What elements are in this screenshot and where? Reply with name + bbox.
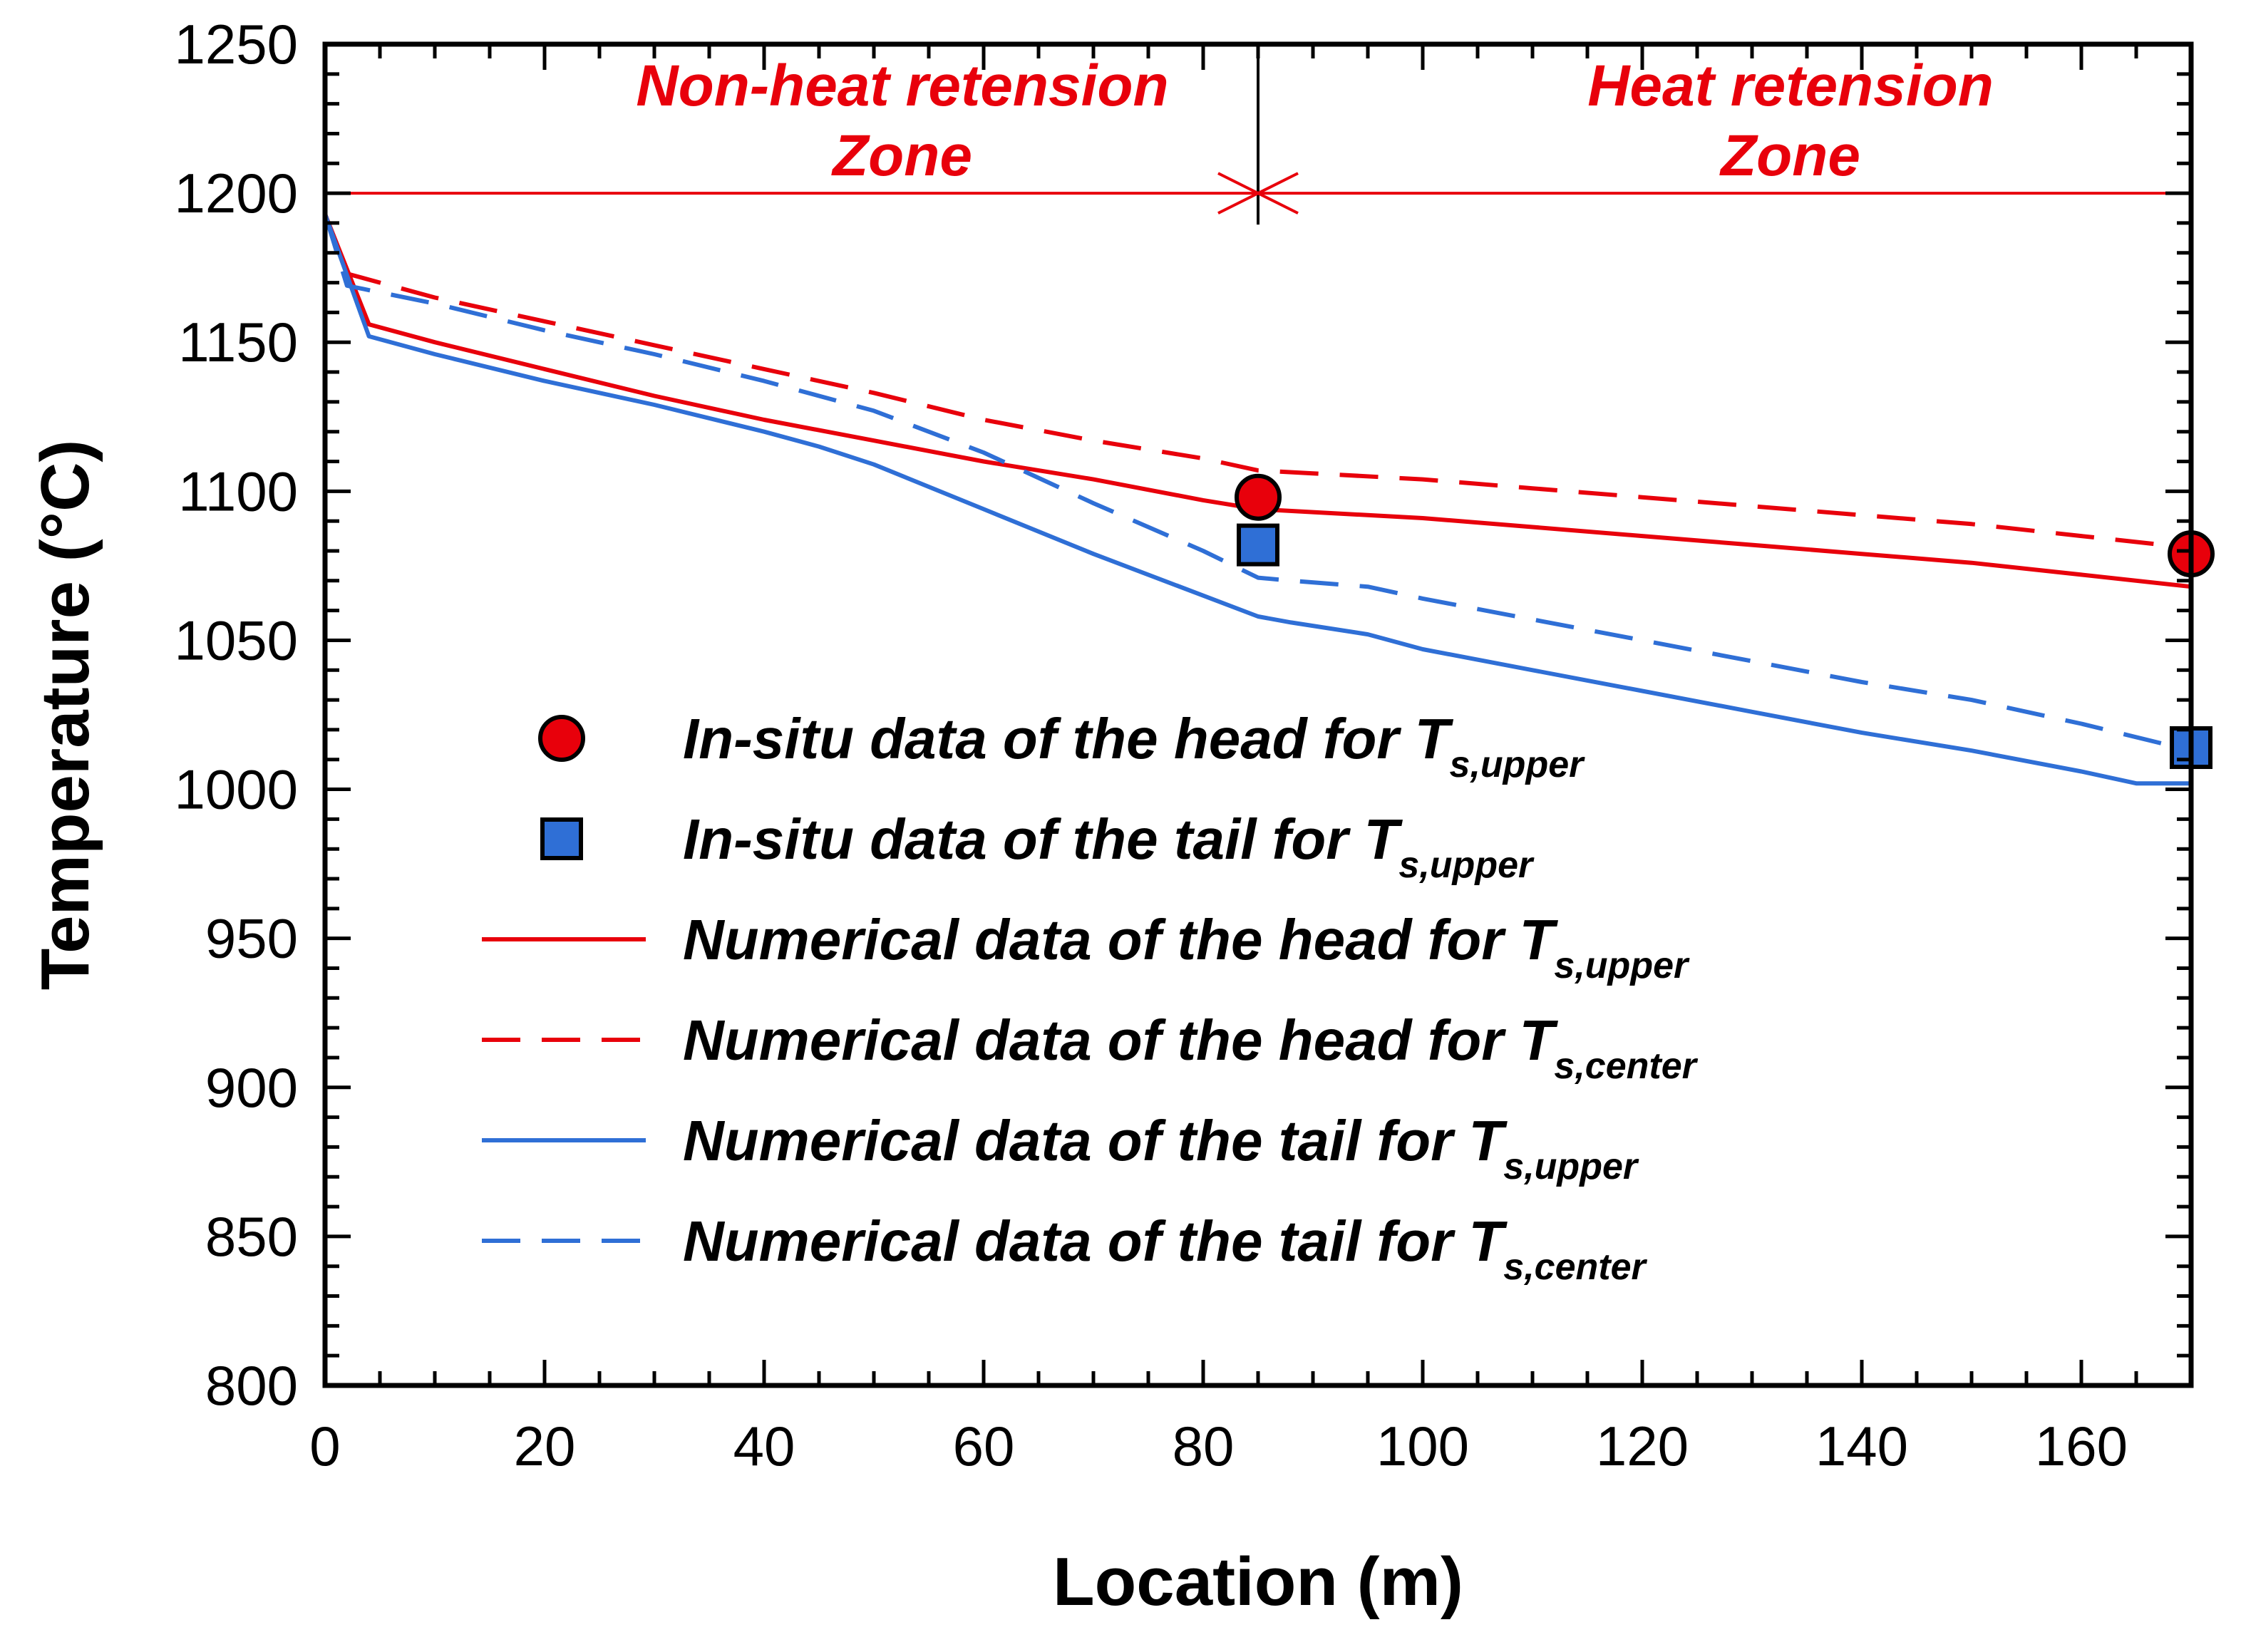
y-tick-label: 1250 [174,13,298,76]
legend-label: Numerical data of the head for Ts,center [683,1008,1699,1087]
legend-label: Numerical data of the tail for Ts,center [683,1209,1648,1288]
zone-label-line1: Non-heat retension [636,53,1168,118]
legend-label-subscript: s,upper [1503,1146,1639,1187]
x-tick-label: 60 [953,1415,1015,1477]
y-axis-title: Temperature (°C) [27,440,103,991]
y-tick-label: 1050 [174,609,298,671]
legend-label: Numerical data of the head for Ts,upper [683,908,1690,986]
y-tick-label: 1100 [178,460,298,522]
zone-label-line2: Zone [831,123,972,188]
axis-ticks [323,42,2193,1388]
axis-tick-labels: 0 20 40 60 80 100 120 140 160 800 850 900 950 1000 105… [174,13,2128,1477]
zone-label-line2: Zone [1719,123,1860,188]
legend-label-main: In-situ data of the tail for T [683,807,1403,871]
series-line [323,213,2191,786]
legend-label-main: Numerical data of the head for T [683,908,1559,971]
legend-label-main: In-situ data of the head for T [683,707,1454,770]
legend-label-main: Numerical data of the tail for T [683,1209,1508,1273]
legend-label-main: Numerical data of the head for T [683,1008,1559,1072]
y-tick-label: 1200 [174,162,298,224]
legend-label: Numerical data of the tail for Ts,upper [683,1109,1639,1187]
legend: In-situ data of the head for Ts,upperIn-… [482,707,1699,1288]
series-line [323,213,2192,753]
legend-symbol-circle [538,715,585,762]
legend-label-subscript: s,upper [1450,744,1586,785]
series-line [323,213,2192,589]
data-point-circle [1235,473,1282,521]
legend-label-subscript: s,upper [1398,845,1535,886]
x-tick-label: 100 [1376,1415,1469,1477]
y-tick-label: 850 [205,1205,298,1268]
x-tick-label: 140 [1815,1415,1908,1477]
y-tick-label: 900 [205,1056,298,1119]
x-tick-label: 80 [1173,1415,1235,1477]
y-tick-label: 800 [205,1354,298,1417]
zone-arrowhead-right [1255,172,1299,215]
y-tick-label: 1000 [174,758,298,821]
legend-label: In-situ data of the tail for Ts,upper [683,807,1535,886]
x-tick-label: 0 [309,1415,340,1477]
data-point-square [1237,523,1279,567]
series-lines [323,213,2192,786]
y-tick-label: 1150 [178,311,298,373]
legend-label: In-situ data of the head for Ts,upper [683,707,1585,785]
x-tick-label: 20 [514,1415,576,1477]
x-tick-label: 120 [1596,1415,1689,1477]
legend-label-subscript: s,center [1503,1246,1647,1288]
legend-label-subscript: s,center [1554,1046,1698,1087]
x-tick-label: 40 [733,1415,795,1477]
legend-symbol-square [540,817,583,860]
zone-label-line1: Heat retension [1587,53,1994,118]
x-axis-title: Location (m) [1053,1544,1463,1620]
legend-label-subscript: s,upper [1554,945,1690,986]
y-tick-label: 950 [205,907,298,970]
series-line [323,213,2192,550]
x-tick-label: 160 [2035,1415,2128,1477]
legend-label-main: Numerical data of the tail for T [683,1109,1508,1172]
